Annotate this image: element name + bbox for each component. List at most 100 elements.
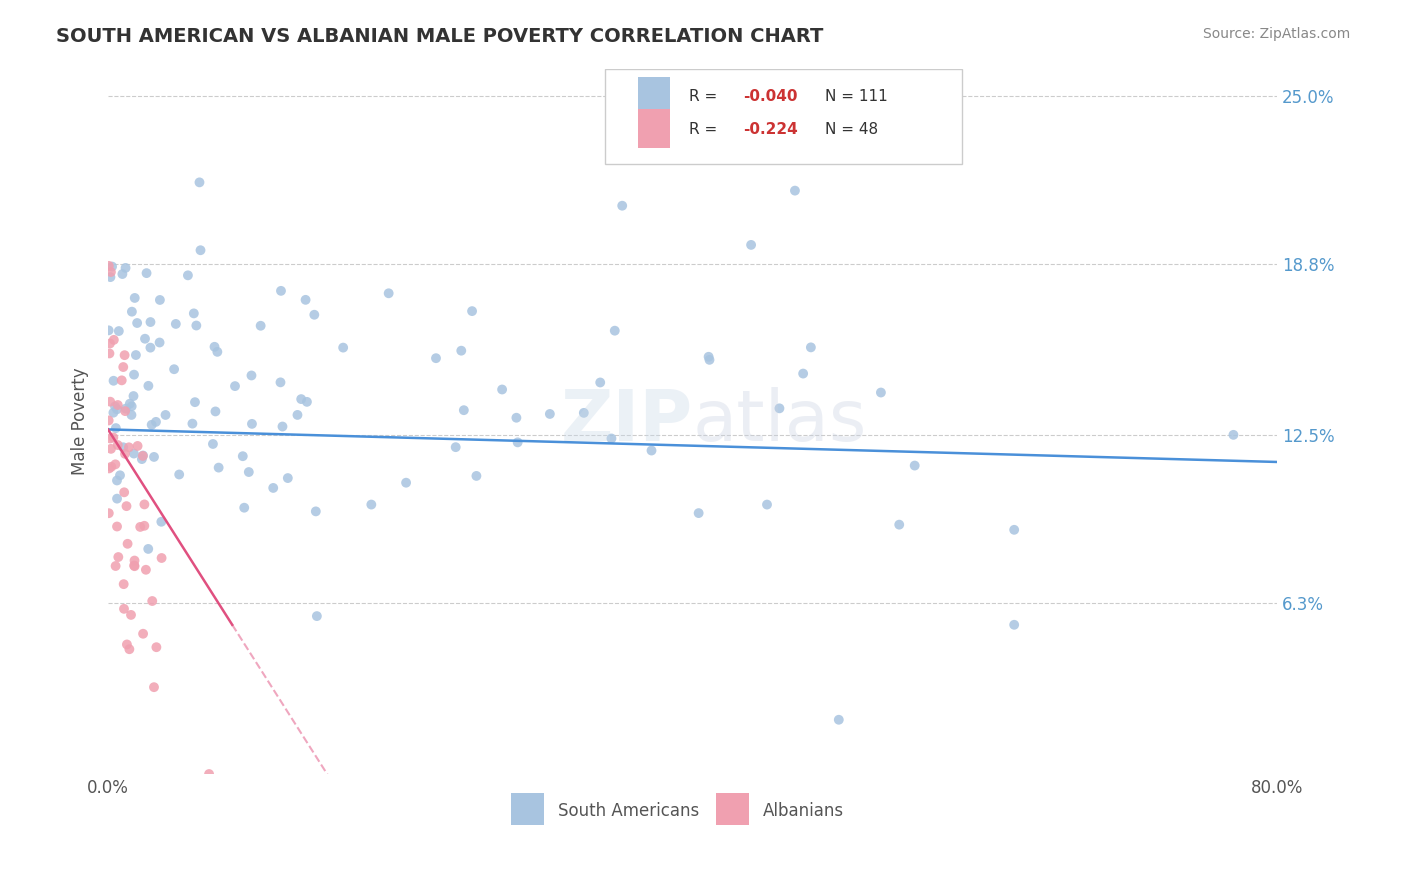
Point	[112, 359, 135, 374]
Point	[117, 537, 139, 551]
Point	[904, 458, 927, 473]
Point	[143, 680, 166, 694]
Point	[135, 266, 157, 280]
Point	[115, 499, 138, 513]
Point	[699, 352, 721, 367]
Point	[183, 306, 205, 320]
Point	[134, 332, 156, 346]
Point	[238, 465, 260, 479]
Text: Albanians: Albanians	[763, 802, 844, 820]
Point	[104, 559, 127, 574]
Point	[105, 519, 128, 533]
Text: -0.224: -0.224	[742, 122, 797, 137]
Point	[111, 267, 134, 281]
Point	[101, 260, 124, 274]
Point	[600, 432, 623, 446]
Point	[190, 244, 212, 258]
Point	[141, 594, 163, 608]
Point	[118, 642, 141, 657]
Text: N = 48: N = 48	[825, 122, 877, 137]
Point	[122, 368, 145, 382]
Point	[201, 437, 224, 451]
Point	[129, 520, 152, 534]
Bar	[716, 793, 749, 825]
Point	[295, 395, 318, 409]
Text: South Americans: South Americans	[558, 802, 699, 820]
Point	[104, 400, 127, 414]
Point	[889, 517, 911, 532]
Point	[124, 291, 146, 305]
Point	[505, 410, 527, 425]
Point	[204, 340, 226, 354]
Point	[122, 446, 145, 460]
Point	[240, 368, 263, 383]
Point	[114, 447, 136, 461]
Point	[756, 498, 779, 512]
Point	[107, 438, 129, 452]
Point	[444, 440, 467, 454]
Point	[538, 407, 561, 421]
Y-axis label: Male Poverty: Male Poverty	[72, 368, 89, 475]
Point	[98, 346, 121, 360]
Point	[155, 408, 177, 422]
Point	[395, 475, 418, 490]
Point	[277, 471, 299, 485]
Point	[294, 293, 316, 307]
Point	[377, 286, 399, 301]
Point	[332, 341, 354, 355]
Point	[184, 395, 207, 409]
Point	[100, 265, 122, 279]
Point	[104, 421, 127, 435]
Point	[165, 317, 187, 331]
Text: N = 111: N = 111	[825, 89, 887, 104]
Point	[134, 497, 156, 511]
Point	[103, 374, 125, 388]
Point	[122, 389, 145, 403]
Bar	[638, 77, 671, 116]
Point	[122, 558, 145, 573]
Point	[800, 340, 823, 354]
Point	[118, 397, 141, 411]
Point	[768, 401, 790, 416]
Point	[97, 506, 120, 520]
Point	[461, 304, 484, 318]
Point	[150, 515, 173, 529]
Text: atlas: atlas	[693, 387, 868, 456]
Point	[589, 376, 612, 390]
Point	[124, 553, 146, 567]
Point	[103, 430, 125, 444]
Point	[163, 362, 186, 376]
Point	[134, 518, 156, 533]
Point	[121, 400, 143, 414]
Point	[136, 541, 159, 556]
Point	[145, 640, 167, 655]
Point	[98, 461, 121, 475]
Point	[112, 440, 135, 454]
Point	[125, 348, 148, 362]
Point	[114, 401, 136, 416]
Point	[425, 351, 447, 366]
Point	[1002, 523, 1025, 537]
Point	[114, 404, 136, 418]
Point	[131, 452, 153, 467]
Point	[127, 316, 149, 330]
Point	[100, 270, 122, 285]
Point	[688, 506, 710, 520]
Point	[208, 460, 231, 475]
Bar	[638, 110, 671, 148]
Point	[640, 443, 662, 458]
Point	[792, 367, 814, 381]
Point	[98, 432, 121, 446]
Point	[783, 184, 806, 198]
Point	[112, 485, 135, 500]
Point	[572, 406, 595, 420]
Point	[465, 469, 488, 483]
Text: -0.040: -0.040	[742, 89, 797, 104]
Point	[103, 406, 125, 420]
Point	[132, 449, 155, 463]
Point	[240, 417, 263, 431]
Point	[167, 467, 190, 482]
Point	[98, 394, 121, 409]
Point	[112, 577, 135, 591]
Point	[139, 341, 162, 355]
